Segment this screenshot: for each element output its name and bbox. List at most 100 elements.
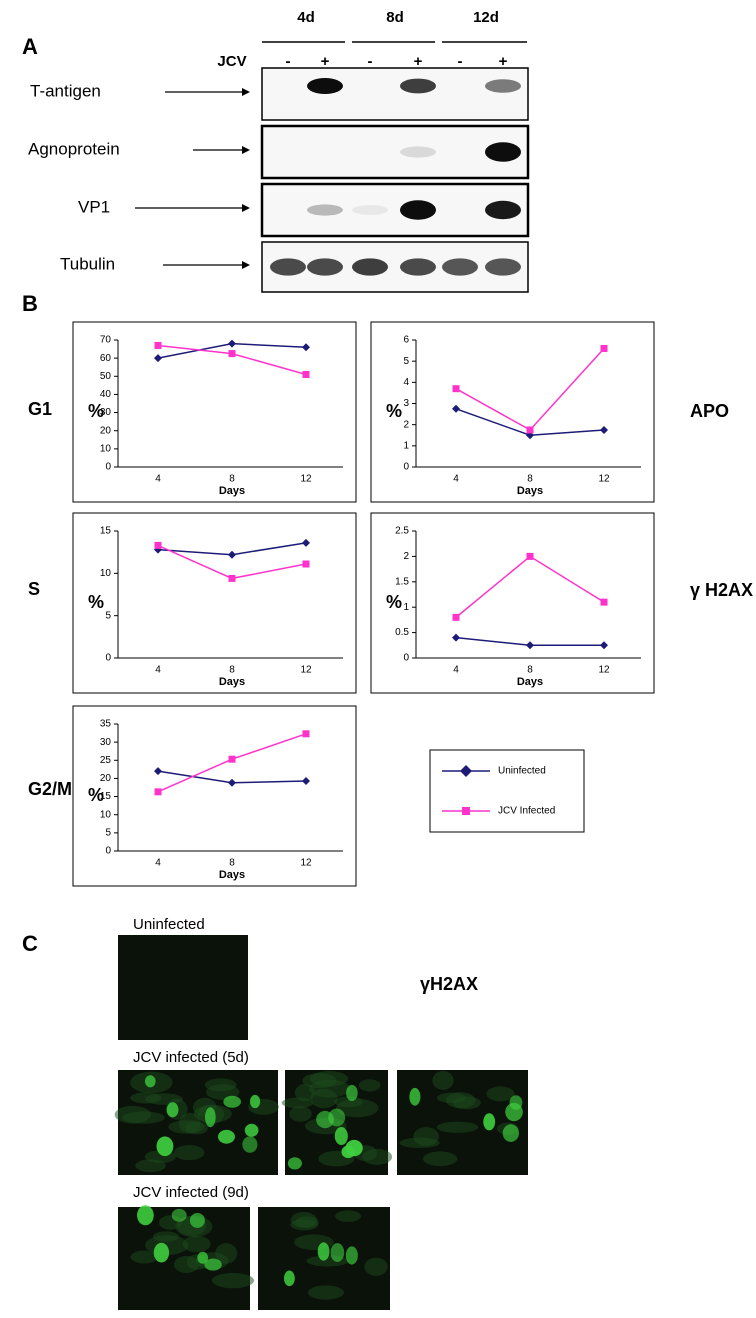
x-axis-title: Days: [517, 485, 543, 497]
y-tick-label: 30: [100, 407, 112, 418]
y-tick-label: 6: [403, 335, 409, 346]
y-tick-label: 4: [403, 377, 409, 388]
cell: [307, 1285, 344, 1300]
blot: [260, 182, 530, 238]
nucleus: [287, 1157, 302, 1170]
band: [485, 79, 521, 93]
nucleus: [156, 1136, 174, 1157]
nucleus: [334, 1127, 348, 1146]
cell: [432, 1070, 454, 1090]
point: [452, 404, 460, 413]
group-label: JCV infected (5d): [133, 1049, 249, 1066]
chart-frame: [72, 512, 357, 694]
nucleus: [137, 1205, 154, 1226]
point: [452, 385, 460, 393]
point: [154, 788, 162, 796]
y-axis-title: %: [386, 401, 402, 421]
lane-sign: +: [499, 53, 508, 70]
lane-sign: +: [414, 53, 423, 70]
band: [442, 258, 478, 276]
x-tick-label: 4: [453, 474, 459, 485]
x-tick-label: 12: [300, 474, 312, 485]
nucleus: [409, 1087, 421, 1106]
arrowhead: [242, 261, 250, 269]
cell: [289, 1106, 312, 1122]
cell: [130, 1250, 158, 1264]
nucleus: [197, 1251, 209, 1264]
y-tick-label: 10: [100, 443, 112, 454]
cell: [362, 1148, 393, 1165]
y-axis-title: %: [88, 785, 104, 805]
nucleus: [166, 1102, 179, 1118]
blot: [261, 67, 529, 121]
point: [228, 778, 236, 787]
nucleus: [223, 1095, 241, 1108]
y-tick-label: 5: [105, 610, 111, 621]
row-label: VP1: [78, 197, 110, 216]
y-tick-label: 2.5: [395, 526, 409, 537]
y-tick-label: 15: [100, 526, 112, 537]
point: [600, 641, 608, 650]
y-tick-label: 20: [100, 425, 112, 436]
blots: - + - + - + T-antigen Agnoprotein VP1 Tubulin: [28, 53, 530, 293]
blot: [261, 241, 529, 293]
band: [352, 205, 388, 215]
panel-label: A: [22, 34, 38, 59]
point: [600, 344, 608, 352]
x-tick-label: 4: [453, 665, 459, 676]
point: [154, 541, 162, 549]
x-tick-label: 8: [229, 474, 235, 485]
panel-side-label: G2/M: [28, 779, 72, 799]
row-label: Agnoprotein: [28, 139, 120, 158]
nucleus: [341, 1145, 356, 1159]
point: [302, 370, 310, 378]
y-tick-label: 50: [100, 371, 112, 382]
panel-side-label: G1: [28, 399, 52, 419]
point: [526, 552, 534, 560]
y-axis-title: %: [386, 592, 402, 612]
lane-sign: -: [368, 53, 373, 70]
nucleus: [509, 1095, 523, 1110]
micrograph: [118, 935, 248, 1040]
y-tick-label: 1: [403, 602, 409, 613]
panel-label: C: [22, 931, 38, 956]
timepoint: 4d: [297, 9, 315, 26]
cell: [168, 1120, 205, 1134]
band: [307, 258, 343, 276]
row-label: T-antigen: [30, 81, 101, 100]
nucleus: [483, 1113, 496, 1131]
y-tick-label: 0: [105, 653, 111, 664]
x-axis-title: Days: [219, 485, 245, 497]
point: [526, 426, 534, 434]
cell: [399, 1137, 440, 1149]
nucleus: [502, 1124, 519, 1142]
y-tick-label: 0: [403, 653, 409, 664]
cell: [114, 1105, 152, 1124]
point: [154, 767, 162, 776]
band: [270, 258, 306, 276]
panel-label: B: [22, 291, 38, 316]
point: [228, 339, 236, 348]
nucleus: [217, 1129, 235, 1144]
cell: [173, 1144, 205, 1161]
cell: [215, 1243, 238, 1264]
x-tick-label: 4: [155, 665, 161, 676]
band: [352, 258, 388, 276]
lane-sign: -: [458, 53, 463, 70]
x-tick-label: 4: [155, 858, 161, 869]
y-tick-label: 60: [100, 353, 112, 364]
lane-sign: +: [321, 53, 330, 70]
y-tick-label: 10: [100, 568, 112, 579]
y-tick-label: 10: [100, 809, 112, 820]
y-tick-label: 0: [403, 462, 409, 473]
chart-frame: [370, 321, 655, 503]
x-tick-label: 12: [598, 474, 610, 485]
point: [228, 574, 236, 582]
y-tick-label: 20: [100, 773, 112, 784]
nucleus: [346, 1084, 358, 1102]
timepoint: 8d: [386, 9, 404, 26]
point: [452, 613, 460, 621]
band: [400, 200, 436, 220]
x-tick-label: 12: [300, 665, 312, 676]
